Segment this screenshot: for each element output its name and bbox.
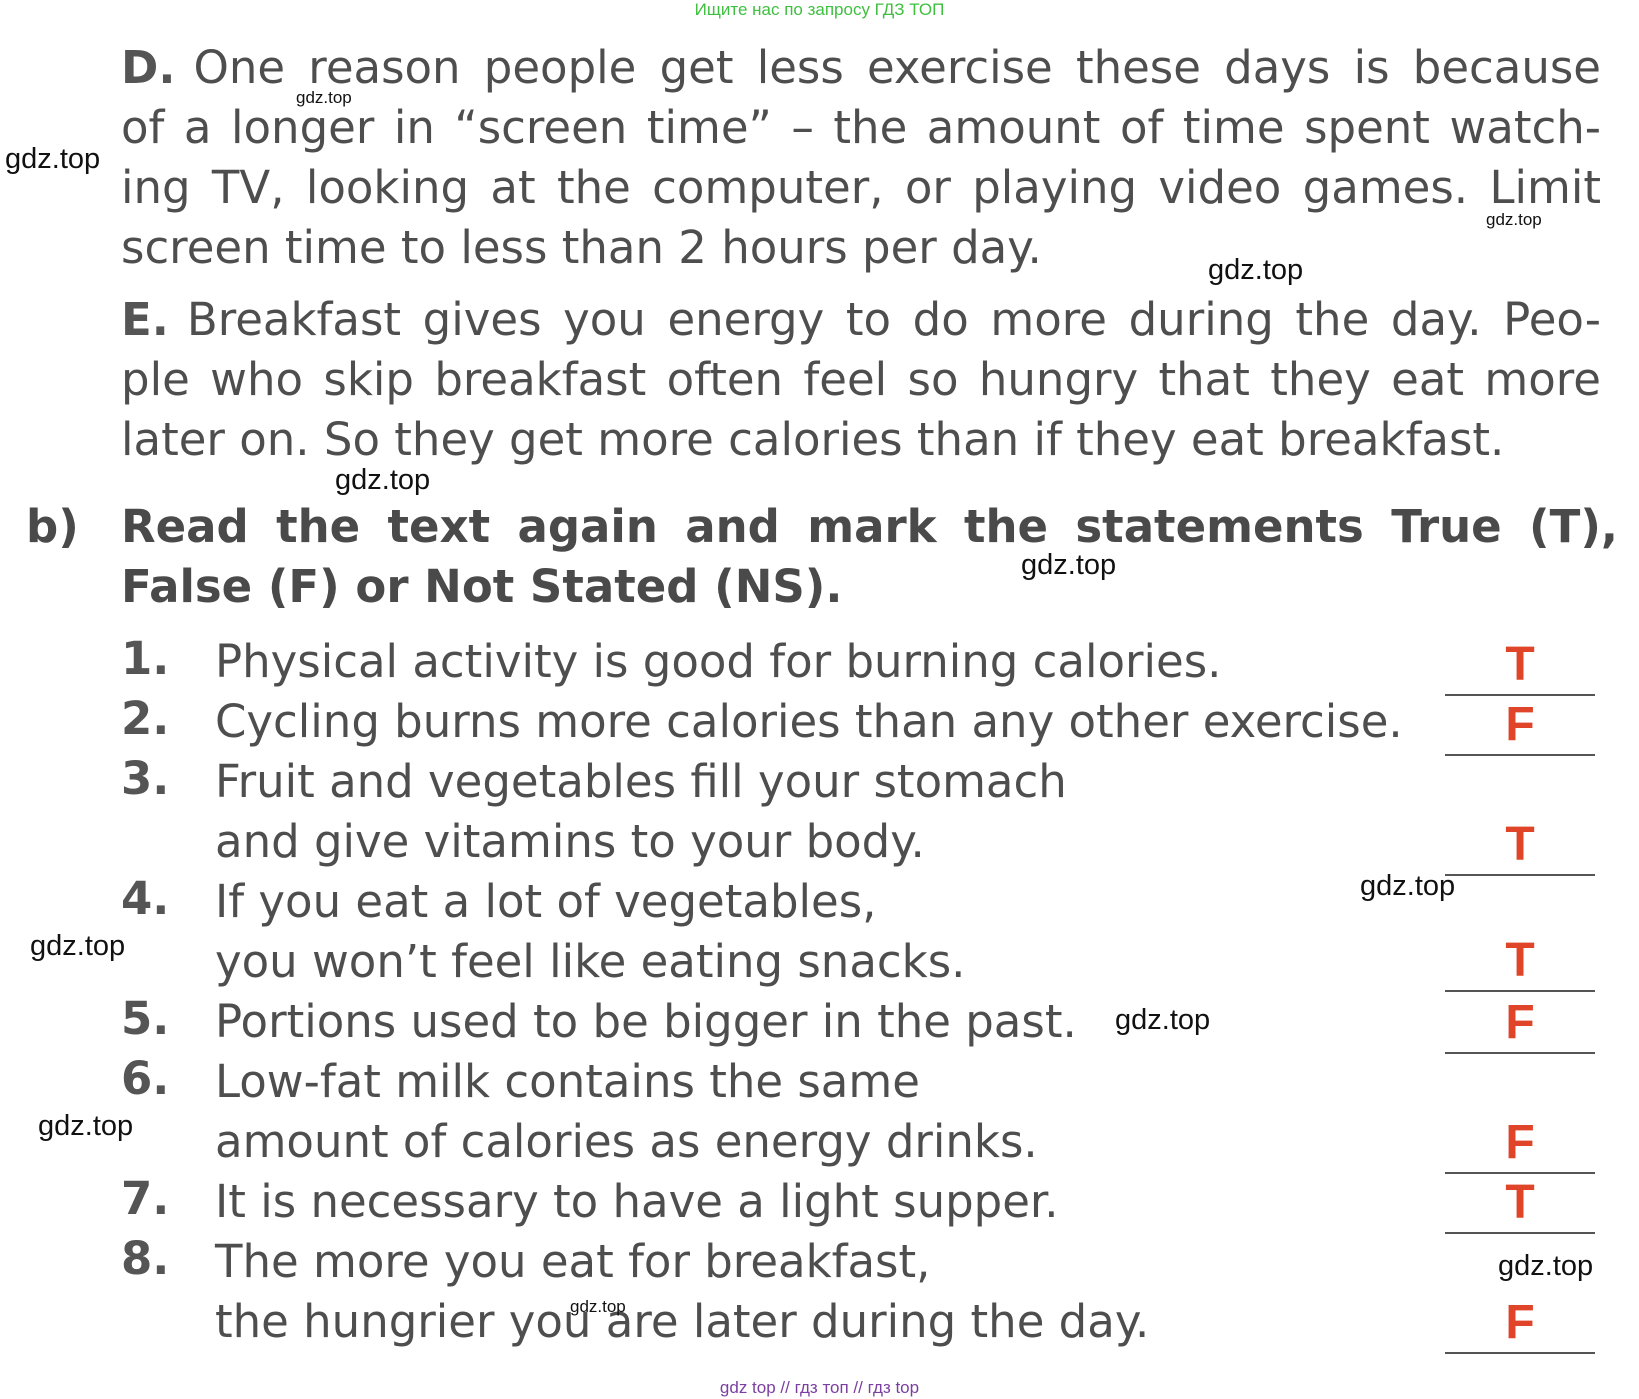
answer-mark: F (1505, 996, 1535, 1049)
answer-mark: T (1505, 638, 1535, 691)
watermark: gdz.top (5, 143, 101, 175)
answer-field[interactable]: F (1445, 990, 1595, 1054)
watermark: gdz.top (1021, 549, 1117, 581)
statement-text: Cycling burns more calories than any oth… (215, 695, 1403, 748)
task-b-marker: b) (26, 500, 79, 553)
answer-mark: T (1505, 818, 1535, 871)
paragraph-d: D. One reason people get less exercise th… (121, 38, 1601, 278)
statement-number: 4. (121, 872, 170, 925)
answer-mark: F (1505, 1296, 1535, 1349)
statement-text: It is necessary to have a light supper. (215, 1175, 1059, 1228)
watermark: gdz.top (1115, 1004, 1211, 1036)
statement-number: 8. (121, 1232, 170, 1285)
paragraph-d-line: of a longer in “screen time” – the amoun… (121, 101, 1601, 154)
watermark: gdz.top (335, 464, 431, 496)
answer-field[interactable]: T (1445, 632, 1595, 696)
paragraph-e-line: ple who skip breakfast often feel so hun… (121, 353, 1601, 406)
paragraph-d-line: screen time to less than 2 hours per day… (121, 221, 1042, 274)
statement-text: The more you eat for breakfast, (215, 1235, 931, 1288)
statement-text: If you eat a lot of vegetables, (215, 875, 877, 928)
statement-text: the hungrier you are later during the da… (215, 1295, 1150, 1348)
answer-field[interactable]: F (1445, 692, 1595, 756)
watermark: gdz.top (1360, 870, 1456, 902)
watermark: gdz.top (296, 88, 352, 107)
watermark: gdz.top (570, 1297, 626, 1316)
statement-number: 2. (121, 692, 170, 745)
answer-field[interactable]: T (1445, 812, 1595, 876)
paragraph-e-line: E. Breakfast gives you energy to do more … (121, 293, 1601, 346)
statement-number: 6. (121, 1052, 170, 1105)
statement-text: Low-fat milk contains the same (215, 1055, 920, 1108)
statement-text: Portions used to be bigger in the past. (215, 995, 1077, 1048)
answer-mark: T (1505, 934, 1535, 987)
paragraph-e-letter: E. (121, 293, 169, 346)
paragraph-e: E. Breakfast gives you energy to do more … (121, 290, 1601, 470)
watermark: gdz.top (1208, 254, 1304, 286)
statement-text: and give vitamins to your body. (215, 815, 925, 868)
watermark: gdz.top (1498, 1250, 1594, 1282)
statement-text: you won’t feel like eating snacks. (215, 935, 966, 988)
answer-mark: F (1505, 698, 1535, 751)
footer-watermark: gdz top // гдз топ // гдз top (719, 1378, 920, 1397)
watermark: gdz.top (30, 930, 126, 962)
watermark: gdz.top (38, 1110, 134, 1142)
statement-number: 7. (121, 1172, 170, 1225)
paragraph-d-line: ing TV, looking at the computer, or play… (121, 161, 1601, 214)
task-b-line: False (F) or Not Stated (NS). (121, 560, 843, 613)
paragraph-d-line: D. One reason people get less exercise th… (121, 41, 1601, 94)
statement-text: Physical activity is good for burning ca… (215, 635, 1222, 688)
answer-field[interactable]: T (1445, 928, 1595, 992)
answer-field[interactable]: T (1445, 1170, 1595, 1234)
paragraph-e-line: later on. So they get more calories than… (121, 413, 1505, 466)
watermark: gdz.top (1486, 210, 1542, 229)
statement-number: 5. (121, 992, 170, 1045)
answer-field[interactable]: F (1445, 1110, 1595, 1174)
task-b-line: Read the text again and mark the stateme… (121, 500, 1618, 553)
answer-mark: F (1505, 1116, 1535, 1169)
top-banner: Ищите нас по запросу ГДЗ ТОП (694, 0, 945, 19)
answer-field[interactable]: F (1445, 1290, 1595, 1354)
statement-number: 3. (121, 752, 170, 805)
statement-number: 1. (121, 632, 170, 685)
answer-mark: T (1505, 1176, 1535, 1229)
paragraph-d-letter: D. (121, 41, 176, 94)
statement-text: Fruit and vegetables fill your stomach (215, 755, 1067, 808)
statement-text: amount of calories as energy drinks. (215, 1115, 1038, 1168)
